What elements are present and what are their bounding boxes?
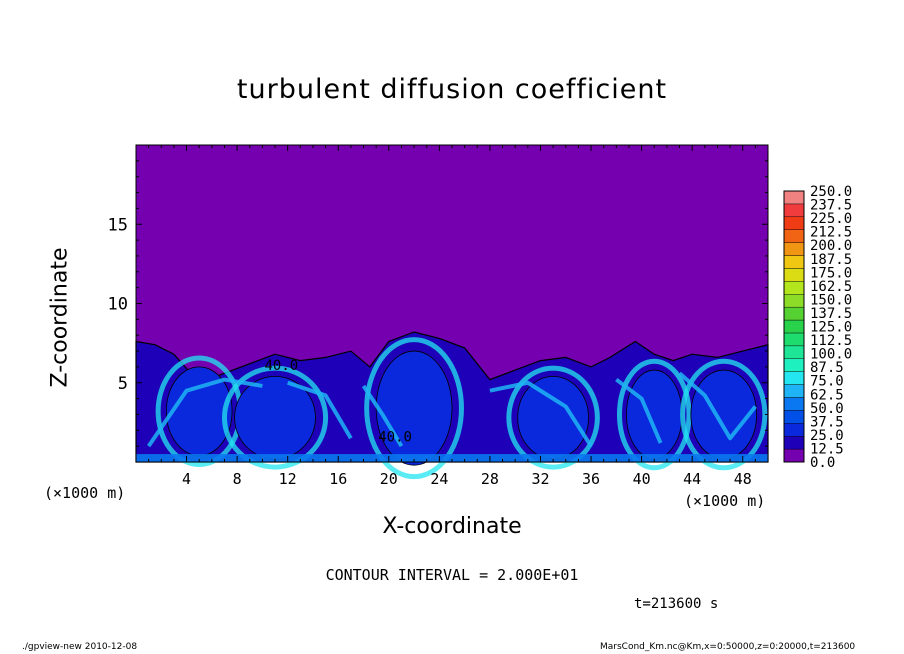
x-tick-label: 32 <box>531 470 549 488</box>
colorbar-swatch <box>783 384 805 398</box>
colorbar-label: 37.5 <box>810 414 844 430</box>
surface-layer <box>136 454 768 462</box>
shear-streak <box>361 384 404 448</box>
chart-title: turbulent diffusion coefficient <box>236 74 668 105</box>
eddy-rim <box>616 358 692 471</box>
colorbar-label: 225.0 <box>810 211 852 227</box>
colorbar-label: 100.0 <box>810 347 852 363</box>
colorbar-swatch <box>783 306 805 321</box>
time-stamp: t=213600 s <box>634 596 719 612</box>
colorbar-frame <box>783 190 805 463</box>
x-tick-label: 36 <box>582 470 600 488</box>
colorbar-swatch <box>783 448 805 463</box>
colorbar-swatch <box>783 435 805 450</box>
colorbar-swatch <box>783 255 805 269</box>
y-tick-label: 15 <box>108 215 128 235</box>
x-tick-label: 24 <box>430 470 448 488</box>
heatmap-plot: 40.0 40.0 <box>135 144 769 480</box>
footer-left: ./gpview-new 2010-12-08 <box>22 642 138 652</box>
x-tick-label: 40 <box>633 470 651 488</box>
y-axis: 5 10 15 <box>108 160 768 447</box>
colorbar-swatch <box>783 294 805 308</box>
colorbar: 0.012.525.037.550.062.575.087.5100.0112.… <box>783 184 852 471</box>
x-tick-label: 44 <box>683 470 701 488</box>
x-tick-label: 4 <box>182 470 191 488</box>
x-unit-label-right: (×1000 m) <box>684 492 766 510</box>
colorbar-swatch <box>783 319 805 334</box>
x-tick-label: 48 <box>734 470 752 488</box>
x-axis-label: X-coordinate <box>382 514 522 539</box>
colorbar-swatch <box>783 397 805 411</box>
colorbar-label: 125.0 <box>810 320 852 336</box>
colorbar-swatch <box>783 216 805 230</box>
shear-streak <box>615 377 663 444</box>
colorbar-label: 150.0 <box>810 292 852 308</box>
colorbar-label: 175.0 <box>810 265 852 281</box>
colorbar-label: 187.5 <box>810 252 852 268</box>
colorbar-label: 200.0 <box>810 238 852 254</box>
y-tick-label: 10 <box>108 295 128 315</box>
x-tick-label: 8 <box>233 470 242 488</box>
y-tick-label: 5 <box>118 374 128 394</box>
colorbar-swatch <box>783 423 805 437</box>
colorbar-label: 50.0 <box>810 401 844 417</box>
colorbar-label: 162.5 <box>810 279 852 295</box>
colorbar-label: 112.5 <box>810 333 852 349</box>
colorbar-label: 212.5 <box>810 225 852 241</box>
colorbar-label: 237.5 <box>810 198 852 214</box>
colorbar-swatch <box>783 190 805 205</box>
eddy-rim <box>221 365 329 470</box>
shear-streak <box>489 380 593 448</box>
colorbar-label: 12.5 <box>810 441 844 457</box>
footer-right: MarsCond_Km.nc@Km,x=0:50000,z=0:20000,t=… <box>600 642 856 652</box>
colorbar-swatch <box>783 332 805 347</box>
colorbar-swatch <box>783 345 805 359</box>
colorbar-label: 87.5 <box>810 360 844 376</box>
contour-interval-note: CONTOUR INTERVAL = 2.000E+01 <box>325 566 579 584</box>
x-tick-label: 28 <box>481 470 499 488</box>
x-tick-label: 12 <box>279 470 297 488</box>
colorbar-label: 0.0 <box>810 455 835 471</box>
colorbar-label: 62.5 <box>810 387 844 403</box>
eddy-rim <box>506 365 600 470</box>
x-axis: 4 8 12 16 20 24 28 32 36 40 44 48 <box>148 145 756 488</box>
colorbar-swatch <box>783 229 805 243</box>
colorbar-swatch <box>783 203 805 218</box>
shear-streak <box>678 371 757 441</box>
colorbar-swatch <box>783 242 805 256</box>
colorbar-swatch <box>783 281 805 295</box>
x-tick-label: 20 <box>380 470 398 488</box>
eddy-core <box>626 369 683 460</box>
y-axis-label: Z-coordinate <box>47 247 73 388</box>
contour-label: 40.0 <box>378 429 412 445</box>
colorbar-swatch <box>783 358 805 372</box>
eddy-core <box>517 376 589 460</box>
eddy-rim <box>680 358 768 471</box>
x-unit-label-left: (×1000 m) <box>44 484 126 502</box>
eddy-rim <box>364 337 464 480</box>
colorbar-swatch <box>783 371 805 385</box>
colorbar-swatch <box>783 268 805 282</box>
colorbar-swatch <box>783 410 805 424</box>
x-tick-label: 16 <box>329 470 347 488</box>
shear-streak <box>146 377 263 448</box>
colorbar-label: 137.5 <box>810 306 852 322</box>
eddy-core <box>375 350 453 466</box>
colorbar-label: 25.0 <box>810 428 844 444</box>
shear-streak <box>287 380 353 440</box>
colorbar-label: 75.0 <box>810 374 844 390</box>
contour-label: 40.0 <box>265 358 299 374</box>
colorbar-label: 250.0 <box>810 184 852 200</box>
